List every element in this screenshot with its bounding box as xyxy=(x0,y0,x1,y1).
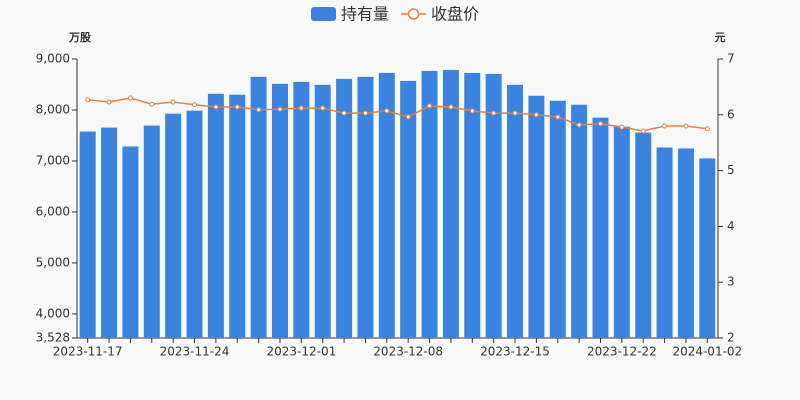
bar xyxy=(528,95,545,339)
y2-tick-label: 6 xyxy=(727,107,735,121)
bar xyxy=(464,72,481,339)
bar xyxy=(101,127,118,338)
bar xyxy=(271,83,288,338)
price-point xyxy=(362,110,368,116)
bar xyxy=(549,100,566,338)
x-tick-label: 2023-12-01 xyxy=(266,345,336,359)
bar xyxy=(592,117,609,339)
price-point xyxy=(704,126,710,132)
price-point xyxy=(277,106,283,112)
y-tick-label: 7,000 xyxy=(36,153,70,167)
bar xyxy=(485,73,502,339)
bar xyxy=(507,84,524,338)
price-point xyxy=(683,123,689,129)
price-point xyxy=(341,110,347,116)
y2-tick-label: 7 xyxy=(727,52,735,66)
price-point xyxy=(662,123,668,129)
price-point xyxy=(491,110,497,116)
bar xyxy=(357,76,374,338)
price-point xyxy=(127,95,133,101)
price-point xyxy=(170,99,176,105)
price-point xyxy=(234,104,240,110)
legend-swatch xyxy=(311,7,336,21)
bar xyxy=(229,94,246,338)
bar xyxy=(699,158,716,338)
y-tick-label: 3,528 xyxy=(36,331,70,345)
price-point xyxy=(149,101,155,107)
bar xyxy=(635,132,652,338)
price-point xyxy=(640,128,646,134)
price-point xyxy=(320,105,326,111)
price-point xyxy=(427,103,433,109)
y2-tick-label: 3 xyxy=(727,275,735,289)
price-point xyxy=(405,114,411,120)
bar xyxy=(143,125,160,339)
bar xyxy=(571,104,588,338)
x-tick-label: 2023-12-15 xyxy=(480,345,550,359)
price-point xyxy=(213,104,219,110)
y-tick-label: 9,000 xyxy=(36,52,70,66)
bar xyxy=(421,70,438,339)
y2-axis-label: 元 xyxy=(715,31,726,44)
bar xyxy=(293,81,310,338)
legend-swatch xyxy=(407,8,420,20)
y-tick-label: 5,000 xyxy=(36,255,70,269)
bar xyxy=(400,80,417,338)
bar xyxy=(250,76,267,338)
y2-tick-label: 2 xyxy=(727,331,735,345)
price-point xyxy=(448,104,454,110)
bar xyxy=(656,147,673,338)
legend-label: 持有量 xyxy=(341,5,389,24)
price-point xyxy=(597,121,603,127)
y2-tick-label: 4 xyxy=(727,219,735,233)
bar xyxy=(677,148,694,338)
legend-label: 收盘价 xyxy=(431,5,479,24)
price-point xyxy=(555,114,561,120)
x-tick-label: 2023-11-24 xyxy=(160,345,230,359)
bar xyxy=(79,131,96,338)
x-tick-label: 2023-12-22 xyxy=(587,345,657,359)
bar xyxy=(207,93,224,338)
price-point xyxy=(256,107,262,113)
bar xyxy=(186,110,203,339)
y-tick-label: 8,000 xyxy=(36,102,70,116)
y2-tick-label: 5 xyxy=(727,163,735,177)
bar xyxy=(336,78,353,339)
price-point xyxy=(619,124,625,130)
price-line xyxy=(87,97,708,132)
bar xyxy=(378,72,395,339)
price-point xyxy=(106,99,112,105)
x-tick-label: 2023-12-08 xyxy=(373,345,443,359)
price-point xyxy=(512,110,518,116)
bar xyxy=(314,84,331,338)
bar xyxy=(122,146,139,338)
y-axis-label: 万股 xyxy=(68,31,92,44)
bar xyxy=(165,113,182,338)
legend: 持有量 收盘价 xyxy=(311,5,479,24)
price-point xyxy=(469,108,475,114)
price-point xyxy=(576,122,582,128)
price-point xyxy=(85,97,91,103)
price-point xyxy=(192,102,198,108)
x-tick-label: 2023-11-17 xyxy=(53,345,123,359)
bar xyxy=(613,126,630,338)
y-tick-label: 6,000 xyxy=(36,204,70,218)
price-point xyxy=(533,112,539,118)
price-point xyxy=(298,105,304,111)
bar xyxy=(442,69,459,338)
price-point xyxy=(384,108,390,114)
y-tick-label: 4,000 xyxy=(36,306,70,320)
x-tick-label: 2024-01-02 xyxy=(672,345,742,359)
